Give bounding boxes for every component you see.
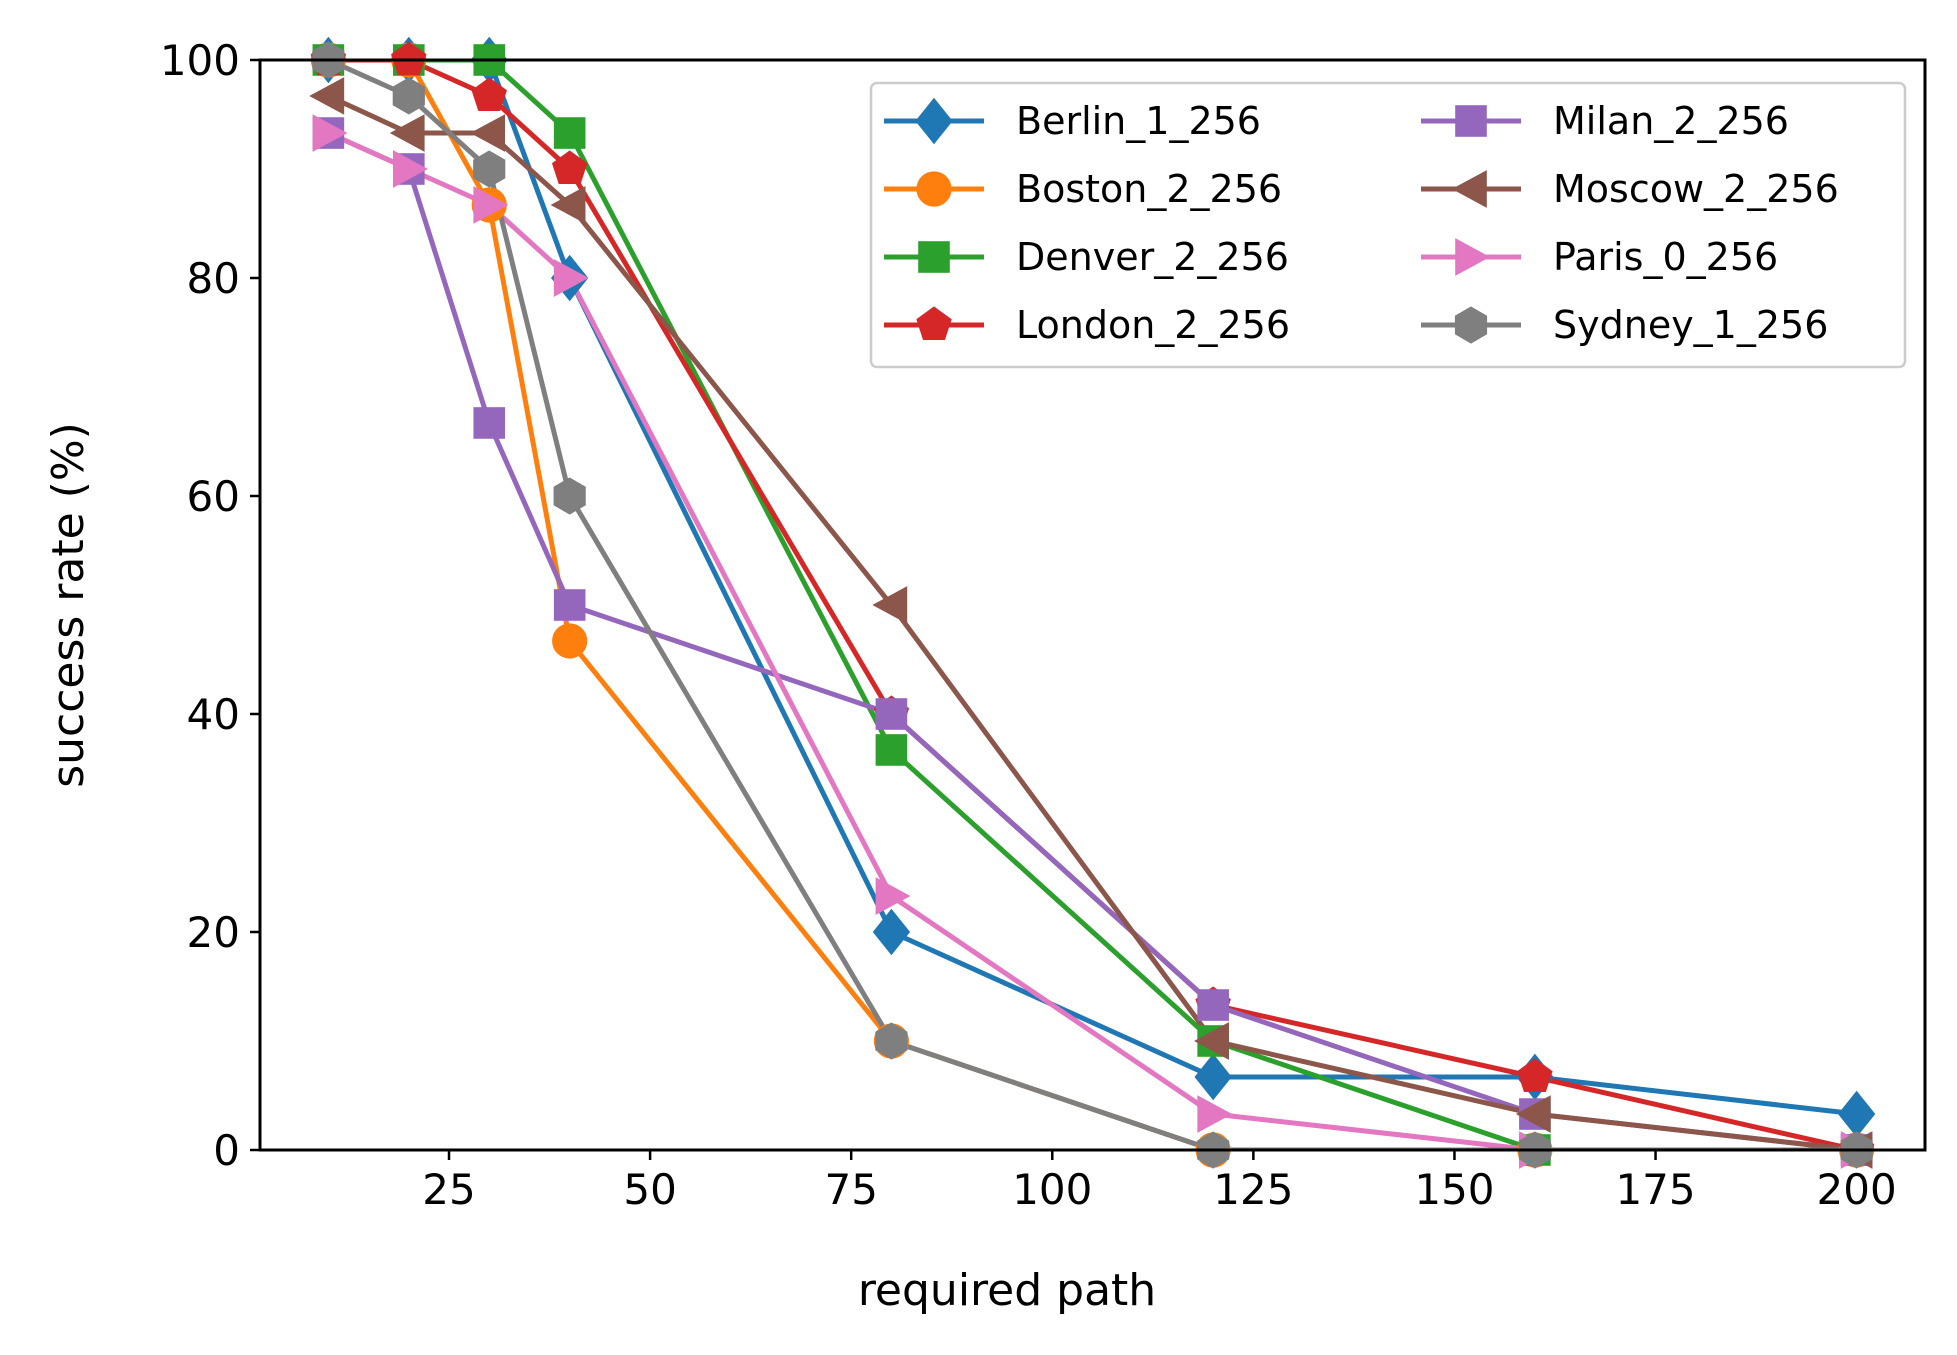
legend-item: Berlin_1_256: [884, 97, 1261, 145]
legend-marker: [1454, 306, 1488, 344]
y-axis-title: success rate (%): [43, 422, 94, 788]
data-point: [875, 734, 908, 766]
plot-frame: [258, 58, 1927, 1152]
legend-label: London_2_256: [1016, 303, 1290, 347]
legend-item: Boston_2_256: [884, 167, 1282, 211]
markers-layer: [309, 36, 1876, 1169]
legend-marker: [918, 241, 950, 273]
data-point: [872, 586, 908, 624]
x-tick-label: 175: [1615, 1165, 1695, 1214]
legend-item: Milan_2_256: [1421, 99, 1789, 143]
series-line-1: [325, 60, 1860, 1117]
legend-marker: [1451, 170, 1487, 208]
legend-label: Milan_2_256: [1553, 99, 1789, 143]
legend-marker: [916, 306, 952, 341]
series-line-5: [325, 129, 1860, 1150]
x-tick-label: 200: [1817, 1165, 1897, 1214]
data-point: [473, 150, 506, 188]
legend-item: Paris_0_256: [1421, 235, 1778, 279]
legend-item: Sydney_1_256: [1421, 303, 1828, 347]
data-point: [309, 77, 345, 115]
legend-item: London_2_256: [884, 303, 1290, 347]
data-point: [872, 908, 911, 956]
legend-item: Moscow_2_256: [1421, 167, 1839, 211]
legend-marker: [915, 97, 953, 145]
legend-label: Berlin_1_256: [1016, 99, 1261, 143]
data-point: [1194, 1053, 1232, 1101]
data-point: [473, 407, 506, 439]
data-point: [553, 117, 586, 149]
y-tick-label: 60: [187, 472, 240, 521]
data-point: [393, 150, 428, 188]
y-tick-label: 80: [187, 254, 240, 303]
data-point: [389, 114, 425, 152]
x-tick-label: 25: [422, 1165, 475, 1214]
data-point: [1517, 1058, 1553, 1093]
legend-label: Boston_2_256: [1016, 167, 1282, 211]
legend-box: [869, 81, 1907, 369]
x-tick-label: 100: [1012, 1165, 1092, 1214]
legend-marker: [1455, 238, 1491, 276]
data-point: [1194, 1022, 1229, 1060]
data-point: [552, 623, 588, 659]
data-point: [550, 186, 586, 224]
x-tick-label: 125: [1213, 1165, 1293, 1214]
legend-marker: [916, 171, 952, 207]
x-tick-label: 50: [623, 1165, 676, 1214]
data-point: [1197, 1095, 1233, 1133]
y-tick-label: 0: [213, 1126, 240, 1175]
data-point: [392, 77, 425, 115]
data-point: [875, 698, 908, 730]
y-tick-label: 20: [187, 908, 240, 957]
legend-label: Paris_0_256: [1553, 235, 1778, 279]
legend: Berlin_1_256 Boston_2_256 Denver_2_256 Lond…: [869, 81, 1907, 369]
y-tick-label: 40: [187, 690, 240, 739]
legend-label: Moscow_2_256: [1553, 167, 1839, 211]
x-axis-title: required path: [858, 1265, 1156, 1316]
legend-label: Denver_2_256: [1016, 235, 1289, 279]
data-point: [553, 477, 586, 515]
legend-item: Denver_2_256: [884, 235, 1289, 279]
data-point: [875, 1022, 908, 1060]
data-point: [471, 77, 507, 112]
data-point: [470, 114, 506, 152]
legend-marker: [1455, 105, 1487, 137]
y-tick-label: 100: [160, 36, 240, 85]
data-point: [312, 114, 348, 152]
data-point: [553, 259, 589, 297]
x-tick-label: 150: [1414, 1165, 1494, 1214]
x-tick-label: 75: [824, 1165, 877, 1214]
data-point: [551, 150, 588, 185]
data-point: [553, 589, 586, 621]
series-line-8: [325, 60, 1860, 1150]
data-point: [1197, 989, 1229, 1021]
data-point: [1515, 1095, 1551, 1133]
axis-ticks: 25 50 75 100 125 150 175 200 0 20 40 60 80 100: [160, 36, 1897, 1214]
data-point: [391, 41, 427, 76]
data-point: [875, 877, 911, 915]
data-point: [473, 186, 509, 224]
series-line-2: [325, 60, 1860, 1150]
legend-label: Sydney_1_256: [1553, 303, 1828, 347]
